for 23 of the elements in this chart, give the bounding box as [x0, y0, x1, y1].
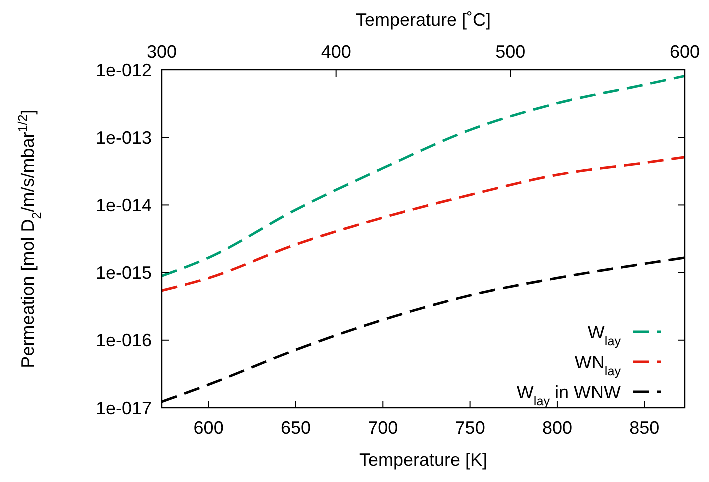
y-tick-label: 1e-015	[96, 263, 152, 284]
y-tick-label: 1e-012	[96, 60, 152, 80]
x-tick-label: 650	[280, 418, 311, 438]
x2-tick-label: 300	[146, 42, 178, 62]
y-tick-label: 1e-017	[96, 398, 152, 418]
y-tick-label: 1e-016	[96, 330, 152, 351]
x2-tick-label: 600	[670, 42, 700, 62]
x2-axis-title: Temperature [˚C]	[356, 10, 492, 30]
x-tick-label: 800	[542, 418, 572, 438]
x-tick-label: 850	[630, 418, 660, 438]
x-tick-label: 750	[455, 418, 486, 438]
x-tick-label: 700	[368, 418, 398, 438]
x-axis-title: Temperature [K]	[359, 450, 488, 470]
line-series	[160, 156, 686, 292]
x-tick-label: 600	[194, 418, 224, 438]
legend-label: W$_{lay}$	[588, 322, 622, 348]
y-tick-label: 1e-014	[96, 196, 152, 216]
x2-tick-label: 500	[496, 42, 526, 62]
x2-tick-label: 400	[321, 42, 352, 62]
y-tick-label: 1e-013	[96, 128, 152, 148]
legend-label: W$_{lay}$ in WNW	[516, 382, 621, 408]
legend-label: WN$_{lay}$	[574, 352, 622, 378]
line-series	[160, 74, 686, 278]
